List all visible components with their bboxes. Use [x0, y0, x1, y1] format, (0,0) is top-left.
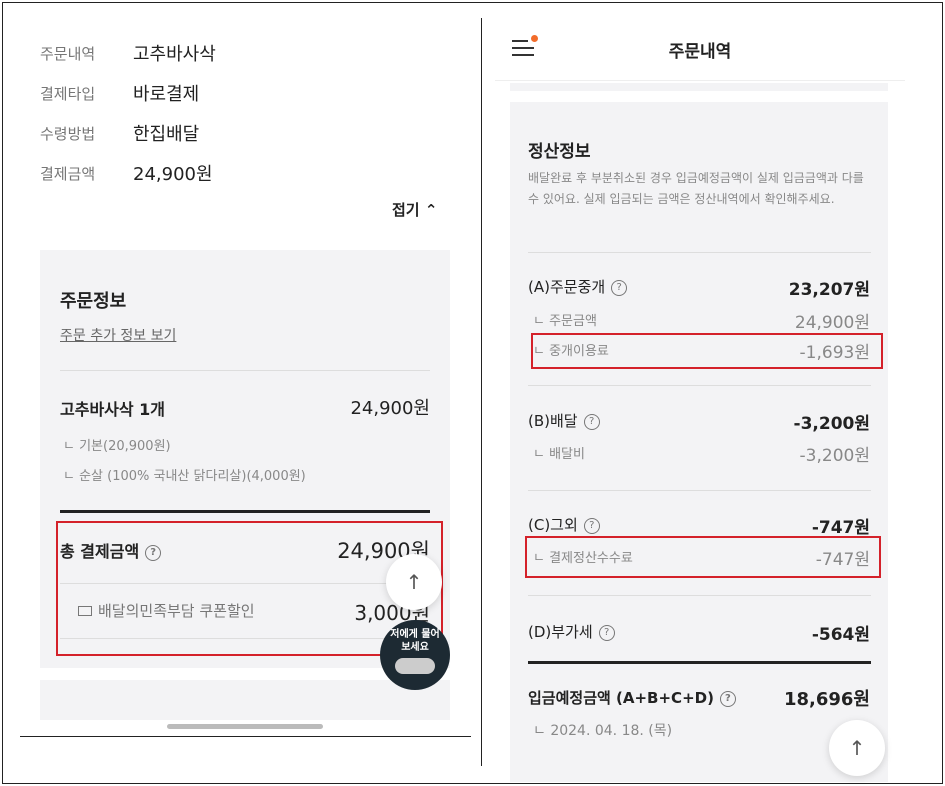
highlight-box [531, 333, 883, 369]
help-icon[interactable]: ? [583, 413, 600, 430]
c-sub-value: -747원 [815, 550, 870, 570]
bottom-line [20, 736, 471, 737]
a-value: 23,207원 [788, 280, 870, 300]
expected-deposit-value: 18,696원 [783, 689, 870, 710]
d-value: -564원 [811, 625, 870, 645]
divider [60, 638, 430, 639]
notification-badge [531, 35, 538, 42]
item-option: ㄴ 기본(20,900원) [63, 439, 171, 454]
robot-icon [395, 658, 435, 674]
prev-card [510, 83, 888, 91]
a-sub-value: 24,900원 [794, 313, 870, 333]
scroll-top-button[interactable]: ↑ [386, 554, 442, 610]
order-info-card [40, 250, 450, 668]
b-label: (B)배달 [528, 412, 578, 430]
chatbot-label: 저에게 물어보세요 [390, 629, 440, 653]
total-label: 총 결제금액 [60, 542, 140, 561]
divider [60, 583, 430, 584]
summary-label: 결제타입 [40, 85, 96, 103]
b-sub-label: ㄴ 배달비 [533, 447, 585, 462]
coupon-icon [78, 606, 92, 616]
settlement-card [510, 102, 888, 782]
item-name: 고추바사삭 1개 [60, 400, 166, 419]
a-label: (A)주문중개 [528, 278, 606, 296]
total-divider [528, 661, 871, 664]
highlight-box [56, 521, 443, 656]
expected-deposit-label: 입금예정금액 (A+B+C+D) [528, 689, 714, 707]
chatbot-button[interactable]: 저에게 물어보세요 [380, 620, 450, 690]
b-value: -3,200원 [793, 414, 870, 434]
c-value: -747원 [811, 518, 870, 538]
header-title: 주문내역 [668, 42, 732, 62]
order-info-title: 주문정보 [60, 291, 127, 312]
collapse-button[interactable]: 접기 ⌃ [392, 201, 438, 219]
more-info-link[interactable]: 주문 추가 정보 보기 [60, 328, 177, 344]
a-sub-label: ㄴ 중개이용료 [533, 344, 609, 359]
panel-divider [481, 18, 482, 766]
divider [528, 595, 871, 596]
help-icon[interactable]: ? [145, 544, 162, 561]
settlement-title: 정산정보 [528, 142, 591, 162]
next-card [40, 680, 450, 720]
a-sub-label: ㄴ 주문금액 [533, 314, 597, 329]
summary-value: 바로결제 [133, 84, 200, 105]
summary-value: 24,900원 [133, 164, 213, 185]
total-divider [60, 510, 430, 513]
header-divider [495, 80, 905, 81]
summary-label: 주문내역 [40, 45, 96, 63]
item-price: 24,900원 [350, 398, 430, 419]
summary-label: 수령방법 [40, 125, 96, 143]
arrow-up-icon: ↑ [405, 570, 423, 594]
d-label: (D)부가세 [528, 623, 593, 641]
help-icon[interactable]: ? [598, 624, 615, 641]
help-icon[interactable]: ? [583, 517, 600, 534]
b-sub-value: -3,200원 [799, 446, 870, 466]
summary-label: 결제금액 [40, 165, 96, 183]
help-icon[interactable]: ? [719, 690, 736, 707]
divider [528, 385, 871, 386]
settlement-desc: 배달완료 후 부분취소된 경우 입금예정금액이 실제 입금금액과 다를 수 있어… [528, 171, 864, 206]
divider [528, 252, 871, 253]
divider [60, 370, 430, 371]
deposit-date: ㄴ 2024. 04. 18. (목) [533, 723, 673, 739]
a-sub-value: -1,693원 [799, 343, 870, 363]
divider [528, 490, 871, 491]
scroll-top-button[interactable]: ↑ [829, 720, 885, 776]
arrow-up-icon: ↑ [848, 736, 866, 760]
summary-value: 고추바사삭 [133, 44, 216, 65]
summary-value: 한집배달 [133, 124, 200, 145]
help-icon[interactable]: ? [611, 279, 628, 296]
c-sub-label: ㄴ 결제정산수수료 [533, 551, 633, 566]
c-label: (C)그외 [528, 516, 578, 534]
menu-icon[interactable] [512, 35, 538, 56]
item-option: ㄴ 순살 (100% 국내산 닭다리살)(4,000원) [63, 469, 306, 484]
highlight-box [525, 536, 881, 578]
coupon-label: 배달의민족부담 쿠폰할인 [98, 602, 255, 620]
home-indicator [167, 724, 323, 729]
